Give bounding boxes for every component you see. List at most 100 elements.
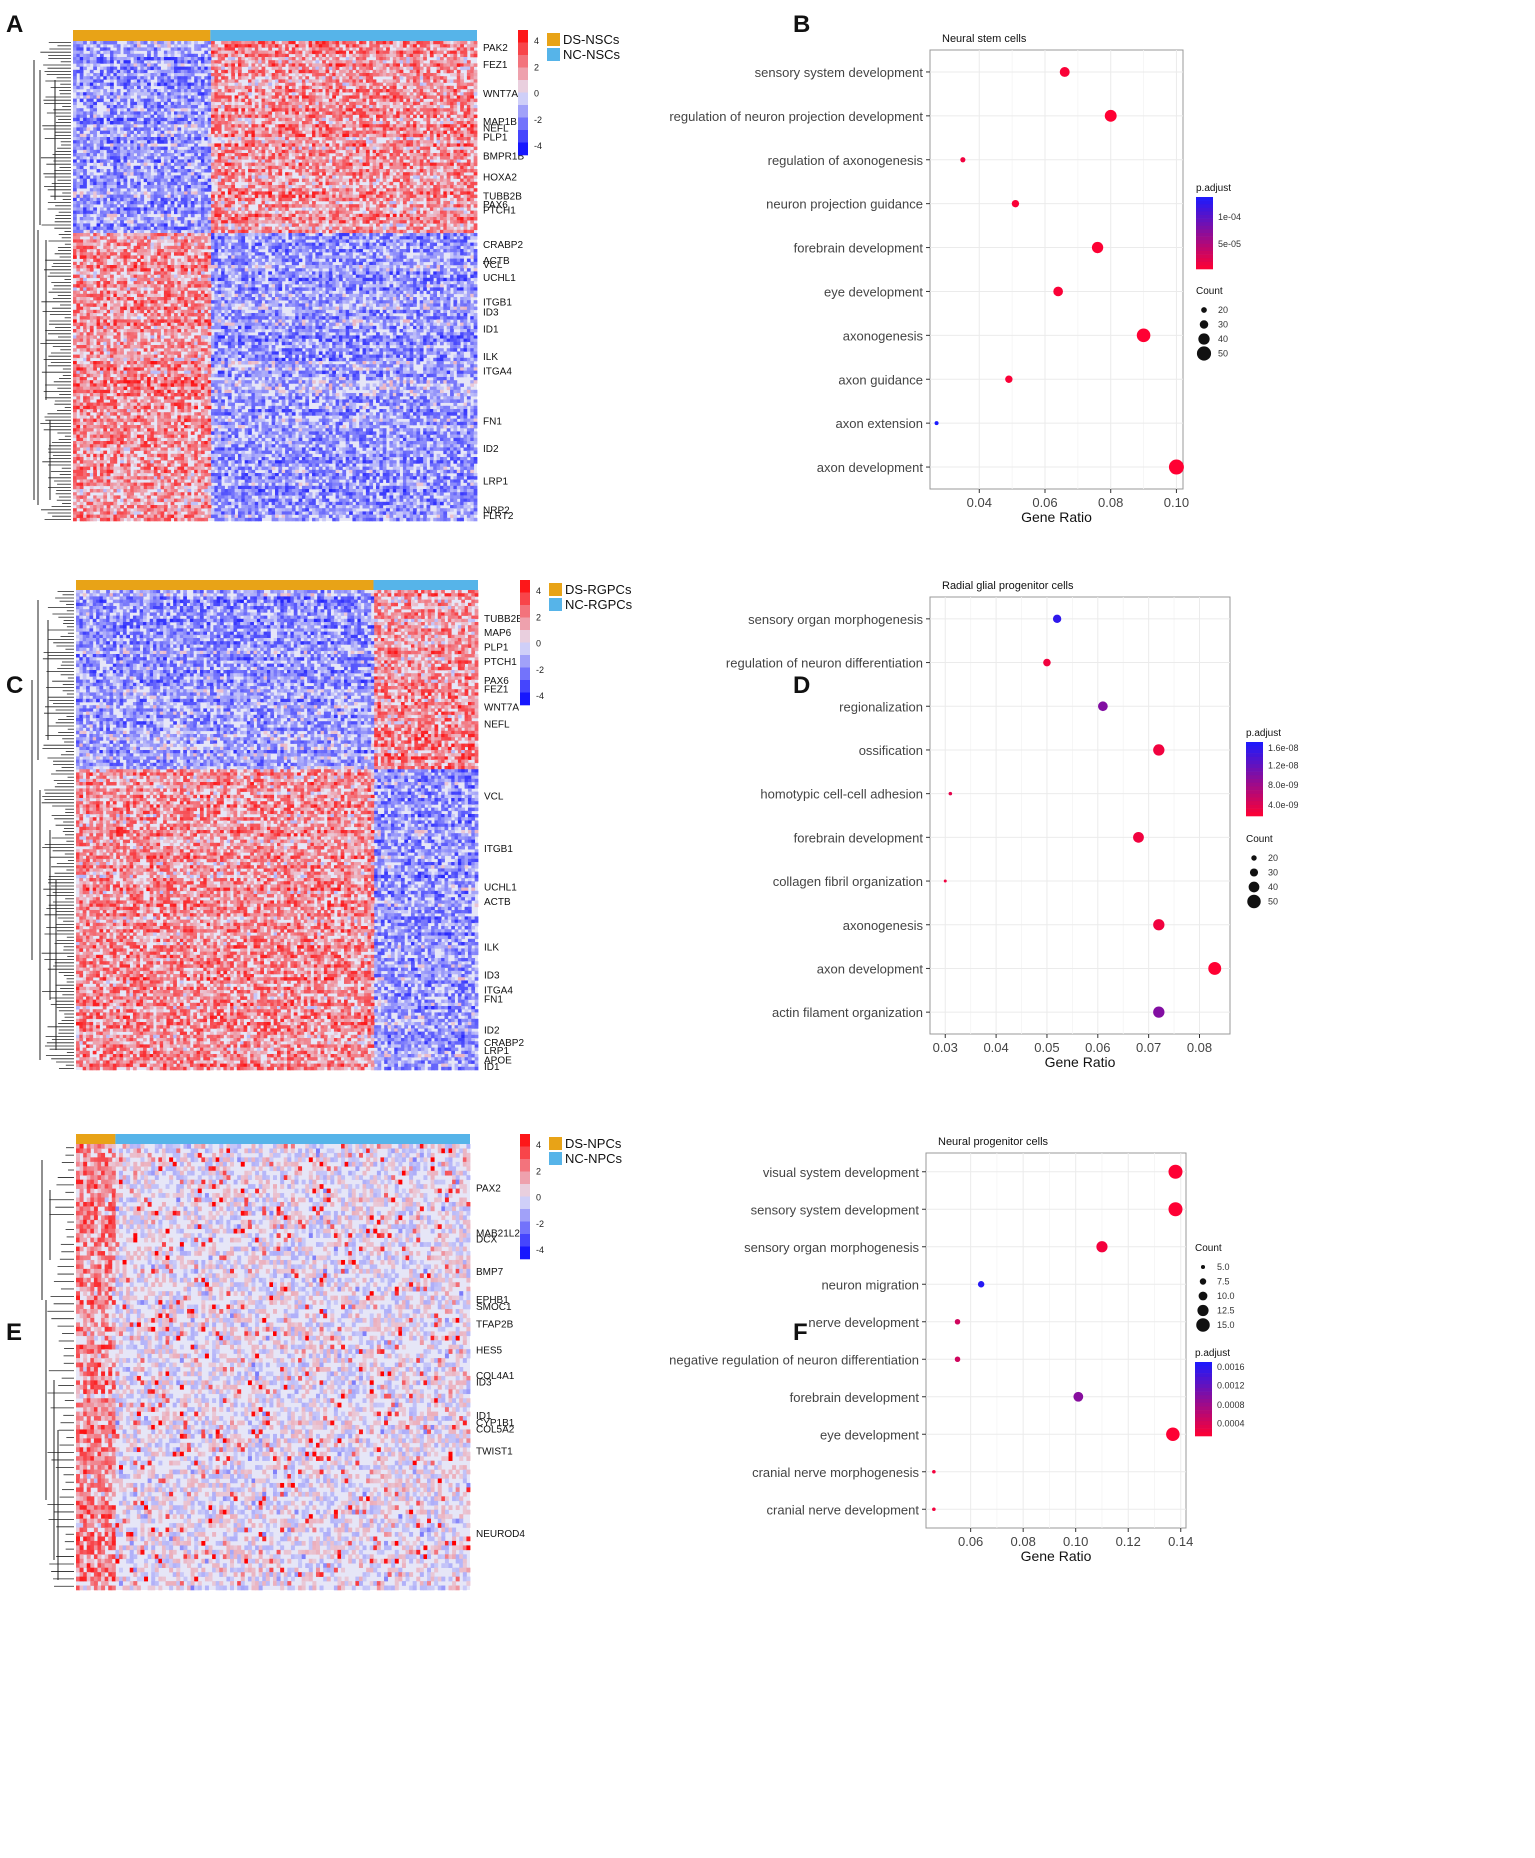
heatmap-cell <box>190 98 195 103</box>
heatmap-cell <box>217 92 222 96</box>
heatmap-cell <box>466 127 471 131</box>
heatmap-cell <box>466 178 471 183</box>
heatmap-cell <box>389 165 394 170</box>
heatmap-cell <box>244 95 249 99</box>
heatmap-cell <box>291 178 296 183</box>
heatmap-cell <box>325 47 330 51</box>
heatmap-cell <box>99 159 104 163</box>
heatmap-cell <box>463 108 468 112</box>
heatmap-cell <box>322 130 326 135</box>
heatmap-cell <box>140 140 145 144</box>
heatmap-cell <box>200 181 205 186</box>
heatmap-cell <box>382 143 387 147</box>
heatmap-cell <box>167 79 172 83</box>
heatmap-cell <box>241 60 246 64</box>
heatmap-cell <box>413 76 417 80</box>
heatmap-cell <box>285 133 289 138</box>
heatmap-cell <box>365 175 370 179</box>
heatmap-cell <box>426 149 431 154</box>
heatmap-cell <box>221 146 225 151</box>
heatmap-cell <box>258 63 262 67</box>
heatmap-cell <box>419 165 424 170</box>
heatmap-cell <box>261 156 266 160</box>
heatmap-cell <box>278 105 283 109</box>
heatmap-cell <box>251 169 256 173</box>
heatmap-cell <box>376 143 380 147</box>
heatmap-cell <box>318 92 323 96</box>
heatmap-cell <box>402 143 407 147</box>
heatmap-cell <box>372 124 377 128</box>
heatmap-cell <box>413 140 417 144</box>
heatmap-cell <box>211 79 215 83</box>
heatmap-cell <box>187 124 192 128</box>
heatmap-cell <box>456 194 461 199</box>
heatmap-cell <box>167 175 172 179</box>
heatmap-cell <box>335 114 340 119</box>
heatmap-cell <box>174 127 178 131</box>
heatmap-cell <box>184 172 188 176</box>
heatmap-cell <box>187 50 192 55</box>
heatmap-cell <box>147 105 151 109</box>
heatmap-cell <box>332 47 336 51</box>
heatmap-cell <box>217 98 222 103</box>
heatmap-cell <box>130 114 134 119</box>
heatmap-cell <box>466 92 471 96</box>
heatmap-cell <box>251 137 256 141</box>
heatmap-cell <box>315 156 320 160</box>
heatmap-cell <box>79 181 84 186</box>
heatmap-cell <box>224 60 229 64</box>
heatmap-cell <box>359 121 363 125</box>
heatmap-cell <box>315 162 320 167</box>
heatmap-cell <box>268 108 273 112</box>
heatmap-cell <box>133 63 138 67</box>
heatmap-cell <box>473 146 478 151</box>
heatmap-cell <box>180 153 185 157</box>
heatmap-cell <box>73 194 77 199</box>
heatmap-cell <box>365 191 370 195</box>
heatmap-cell <box>463 137 468 141</box>
heatmap-cell <box>429 172 434 176</box>
heatmap-cell <box>359 89 363 93</box>
heatmap-cell <box>99 197 104 202</box>
heatmap-cell <box>237 197 242 202</box>
heatmap-cell <box>359 194 363 199</box>
heatmap-cell <box>281 105 286 109</box>
heatmap-cell <box>224 53 229 58</box>
heatmap-cell <box>268 169 273 173</box>
heatmap-cell <box>194 117 198 122</box>
heatmap-cell <box>271 165 276 170</box>
heatmap-cell <box>456 98 461 103</box>
heatmap-cell <box>369 175 374 179</box>
heatmap-cell <box>423 172 427 176</box>
heatmap-cell <box>163 175 168 179</box>
heatmap-cell <box>315 50 320 55</box>
heatmap-cell <box>312 124 316 128</box>
heatmap-cell <box>116 57 121 61</box>
heatmap-cell <box>429 92 434 96</box>
heatmap-cell <box>312 185 316 189</box>
heatmap-cell <box>362 149 367 154</box>
heatmap-cell <box>389 66 394 71</box>
heatmap-cell <box>147 156 151 160</box>
heatmap-cell <box>399 181 404 186</box>
heatmap-cell <box>120 73 124 77</box>
heatmap-cell <box>93 162 97 167</box>
heatmap-cell <box>133 76 138 80</box>
heatmap-cell <box>450 63 454 67</box>
heatmap-cell <box>345 73 350 77</box>
heatmap-cell <box>221 82 225 87</box>
heatmap-cell <box>295 140 299 144</box>
heatmap-cell <box>234 44 239 48</box>
heatmap-cell <box>406 124 411 128</box>
heatmap-cell <box>130 146 134 151</box>
heatmap-cell <box>463 146 468 151</box>
heatmap-cell <box>190 159 195 163</box>
heatmap-cell <box>466 194 471 199</box>
heatmap-cell <box>211 149 215 154</box>
heatmap-cell <box>305 204 310 208</box>
heatmap-cell <box>187 73 192 77</box>
heatmap-cell <box>409 85 414 90</box>
heatmap-cell <box>439 82 444 87</box>
heatmap-cell <box>211 172 215 176</box>
heatmap-cell <box>322 121 326 125</box>
